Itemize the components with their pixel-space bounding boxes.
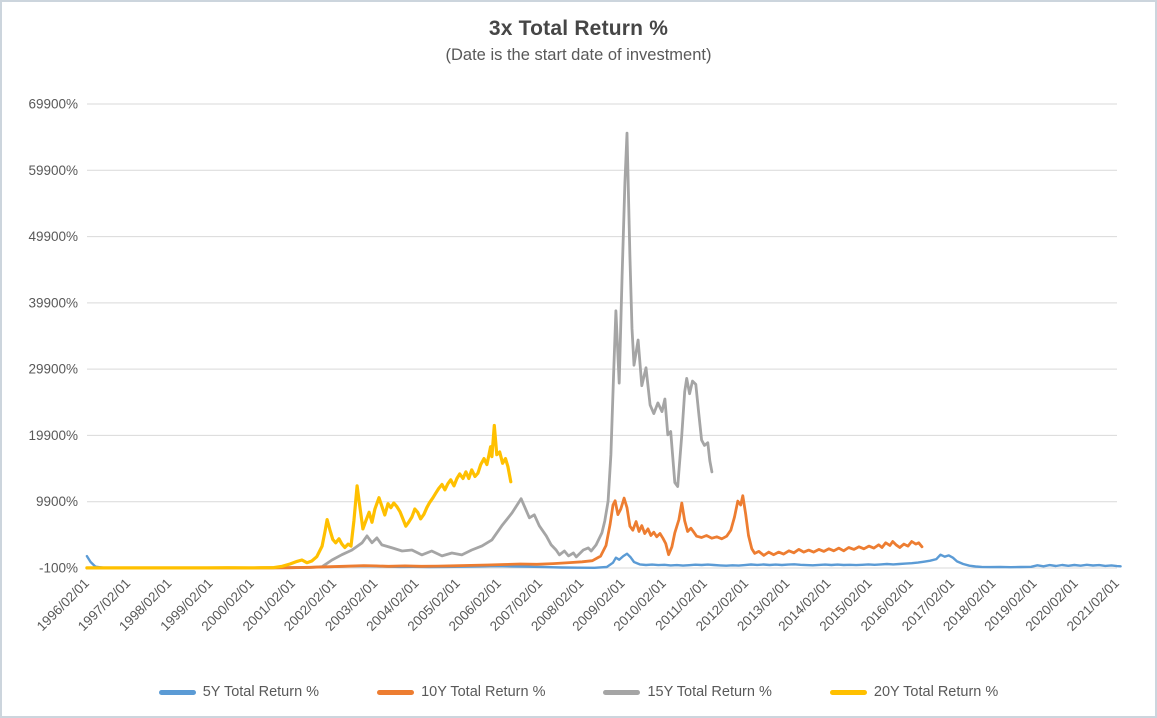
series-line-5y-total-return [85,552,1122,570]
chart-header: 3x Total Return % (Date is the start dat… [2,16,1155,66]
y-axis-tick-label: -100% [39,561,78,576]
y-axis-tick-label: 19900% [28,428,78,443]
y-axis-tick-label: 9900% [36,494,78,509]
legend-label-5y: 5Y Total Return % [202,684,320,700]
legend-item-20y-total-return: 20Y Total Return % [829,684,999,700]
y-axis-tick-label: 69900% [28,97,78,112]
legend-item-10y-total-return: 10Y Total Return % [377,684,545,700]
legend: 5Y Total Return % 10Y Total Return % 15Y… [2,684,1155,700]
y-axis-tick-label: 59900% [28,163,78,178]
legend-item-15y-total-return: 15Y Total Return % [603,684,772,700]
y-axis-tick-label: 39900% [28,295,78,310]
legend-swatch-20y-icon [829,689,867,695]
chart-title: 3x Total Return % [488,17,669,40]
legend-swatch-15y-icon [603,689,641,695]
chart-subtitle: (Date is the start date of investment) [445,46,712,65]
legend-item-5y-total-return: 5Y Total Return % [158,684,320,700]
series-line-15y-total-return [85,131,714,570]
series-line-10y-total-return [85,494,924,570]
legend-swatch-5y-icon [158,689,196,695]
y-axis-tick-label: 29900% [28,362,78,377]
y-axis-tick-label: 49900% [28,229,78,244]
legend-swatch-10y-icon [377,689,415,695]
legend-label-20y: 20Y Total Return % [873,684,999,700]
legend-label-10y: 10Y Total Return % [421,684,546,700]
series-line-20y-total-return [85,423,513,570]
legend-label-15y: 15Y Total Return % [647,684,772,700]
